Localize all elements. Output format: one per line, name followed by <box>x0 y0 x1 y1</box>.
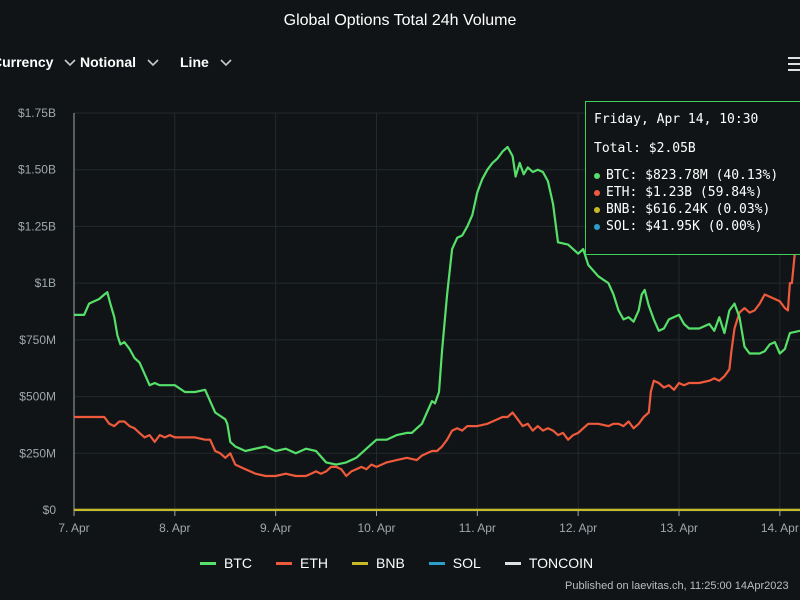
currency-dropdown-label: Currency <box>0 54 54 70</box>
x-tick-label: 9. Apr <box>260 521 291 535</box>
legend-item-btc[interactable]: BTC <box>200 555 252 571</box>
toncoin-swatch-icon <box>504 561 521 565</box>
legend-item-sol[interactable]: SOL <box>428 555 481 571</box>
y-tick-label: $750M <box>19 333 56 347</box>
hamburger-menu-icon[interactable] <box>788 57 800 71</box>
chart-type-dropdown-label: Line <box>180 54 209 70</box>
x-tick-label: 13. Apr <box>660 521 698 535</box>
y-tick-label: $1B <box>35 276 56 290</box>
chart-tooltip: Friday, Apr 14, 10:30 Total: $2.05B BTC:… <box>585 101 800 255</box>
tooltip-row-btc: BTC: $823.78M (40.13%) <box>594 168 800 183</box>
x-tick-label: 8. Apr <box>159 521 190 535</box>
notional-dropdown-label: Notional <box>80 54 136 70</box>
x-tick-label: 11. Apr <box>459 521 496 535</box>
legend-item-bnb[interactable]: BNB <box>352 555 405 571</box>
sol-swatch-icon <box>428 561 445 565</box>
x-tick-label: 12. Apr <box>559 521 597 535</box>
y-tick-label: $500M <box>19 390 56 404</box>
chart-type-dropdown[interactable]: Line <box>180 54 233 70</box>
x-tick-label: 10. Apr <box>357 521 395 535</box>
chevron-down-icon <box>64 59 77 67</box>
eth-dot-icon <box>594 189 600 196</box>
legend-label-toncoin: TONCOIN <box>528 555 594 571</box>
legend-label-btc: BTC <box>224 555 252 571</box>
tooltip-row-btc-text: BTC: $823.78M (40.13%) <box>606 168 779 183</box>
x-tick-label: 7. Apr <box>58 521 89 535</box>
legend-label-sol: SOL <box>452 555 481 571</box>
tooltip-row-eth-text: ETH: $1.23B (59.84%) <box>606 185 763 200</box>
currency-dropdown[interactable]: Currency <box>0 54 77 70</box>
chart-legend: BTC ETH BNB SOL TONCOIN <box>200 555 593 571</box>
y-tick-label: $0 <box>43 503 57 517</box>
published-credit: Published on laevitas.ch, 11:25:00 14Apr… <box>565 580 789 592</box>
tooltip-row-sol-text: SOL: $41.95K (0.00%) <box>606 219 763 234</box>
series-line-eth <box>74 230 800 478</box>
chevron-down-icon <box>220 59 232 67</box>
legend-label-bnb: BNB <box>376 555 405 571</box>
bnb-swatch-icon <box>352 561 368 565</box>
tooltip-date: Friday, Apr 14, 10:30 <box>594 112 759 127</box>
tooltip-total: Total: $2.05B <box>594 141 696 156</box>
eth-swatch-icon <box>276 561 292 565</box>
y-tick-label: $1.75B <box>18 106 56 120</box>
chart-title: Global Options Total 24h Volume <box>283 12 517 29</box>
chevron-down-icon <box>147 59 159 67</box>
bnb-dot-icon <box>594 206 600 213</box>
y-tick-label: $1.25B <box>18 219 56 233</box>
y-tick-label: $250M <box>19 446 56 460</box>
legend-item-toncoin[interactable]: TONCOIN <box>504 555 594 571</box>
tooltip-row-bnb-text: BNB: $616.24K (0.03%) <box>606 202 771 217</box>
series-line-btc <box>74 145 800 466</box>
notional-dropdown[interactable]: Notional <box>80 54 160 70</box>
sol-dot-icon <box>594 223 600 230</box>
btc-swatch-icon <box>200 561 216 565</box>
btc-dot-icon <box>594 172 600 179</box>
legend-label-eth: ETH <box>300 555 328 571</box>
tooltip-row-eth: ETH: $1.23B (59.84%) <box>594 185 800 200</box>
tooltip-row-bnb: BNB: $616.24K (0.03%) <box>594 202 800 217</box>
legend-item-eth[interactable]: ETH <box>276 555 328 571</box>
y-tick-label: $1.50B <box>18 163 56 177</box>
x-tick-label: 14. Apr <box>761 521 799 535</box>
tooltip-row-sol: SOL: $41.95K (0.00%) <box>594 219 800 234</box>
